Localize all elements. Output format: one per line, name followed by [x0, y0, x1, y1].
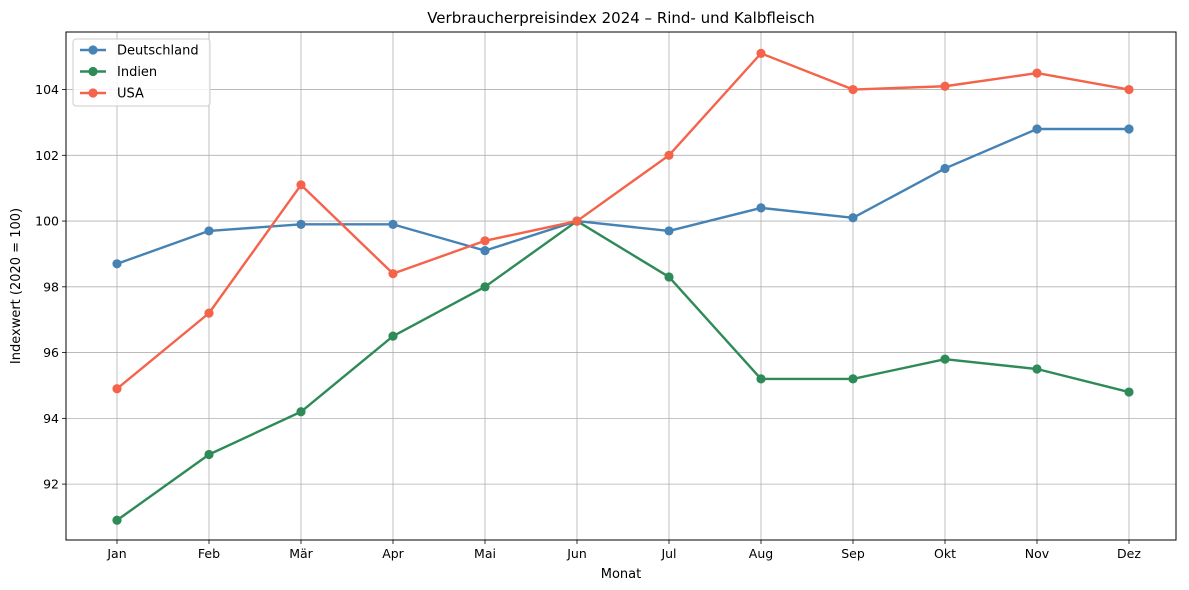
- legend-label-usa: USA: [117, 87, 144, 102]
- data-point-deutschland: [1124, 124, 1134, 134]
- data-point-indien: [756, 374, 766, 384]
- data-point-indien: [296, 407, 306, 417]
- y-tick-label: 96: [43, 345, 59, 360]
- x-tick-label: Dez: [1117, 546, 1141, 561]
- data-point-usa: [572, 216, 582, 226]
- y-tick-label: 98: [43, 279, 59, 294]
- data-point-usa: [756, 48, 766, 58]
- data-point-indien: [848, 374, 858, 384]
- x-tick-label: Sep: [841, 546, 865, 561]
- plot-area: [65, 31, 1177, 541]
- legend-box: [72, 38, 211, 107]
- legend-marker-indien: [88, 66, 98, 77]
- data-point-deutschland: [296, 219, 306, 229]
- legend-marker-usa: [88, 88, 98, 98]
- series-usa: [112, 48, 1134, 394]
- data-point-usa: [1124, 84, 1134, 95]
- data-point-indien: [664, 272, 674, 282]
- data-point-deutschland: [204, 226, 214, 236]
- series-indien: [112, 216, 1134, 525]
- data-point-deutschland: [480, 246, 490, 256]
- data-point-indien: [1032, 364, 1042, 374]
- x-tick-label: Mai: [474, 546, 496, 561]
- data-point-indien: [480, 282, 490, 292]
- y-tick-label: 104: [35, 82, 59, 97]
- x-tick-label: Apr: [382, 546, 404, 561]
- data-point-usa: [940, 81, 950, 91]
- y-tick-label: 94: [43, 411, 59, 426]
- data-point-deutschland: [112, 259, 122, 269]
- data-point-usa: [848, 84, 858, 95]
- chart-title: Verbraucherpreisindex 2024 – Rind- und K…: [427, 9, 815, 27]
- data-point-usa: [388, 269, 398, 279]
- x-tick-label: Jun: [566, 546, 587, 561]
- data-point-usa: [112, 384, 122, 394]
- y-axis-label: Indexwert (2020 = 100): [9, 208, 24, 364]
- y-tick-label: 92: [43, 477, 59, 492]
- series-line-deutschland: [115, 127, 1131, 266]
- data-point-deutschland: [664, 226, 674, 236]
- legend-marker-deutschland: [88, 45, 98, 55]
- data-point-deutschland: [1032, 124, 1042, 134]
- y-axis-ticks: 92 94 96 98 100 102 104: [35, 82, 66, 492]
- data-point-deutschland: [756, 203, 766, 213]
- data-point-indien: [940, 354, 950, 364]
- data-point-usa: [480, 236, 490, 246]
- data-point-usa: [204, 308, 214, 318]
- x-tick-label: Mär: [289, 546, 313, 561]
- series-lines: [112, 48, 1134, 525]
- x-axis-ticks: Jan Feb Mär Apr Mai Jun Jul Aug Sep Okt Nov Dez: [106, 540, 1141, 561]
- legend-label-indien: Indien: [117, 65, 157, 80]
- data-point-deutschland: [388, 219, 398, 229]
- data-point-indien: [112, 515, 122, 525]
- data-point-indien: [388, 331, 398, 341]
- x-tick-label: Jan: [106, 546, 126, 561]
- data-point-usa: [1032, 68, 1042, 78]
- data-point-indien: [1124, 387, 1134, 397]
- legend: Deutschland Indien USA: [72, 38, 211, 107]
- y-tick-label: 100: [35, 214, 59, 229]
- series-line-usa: [115, 52, 1131, 390]
- data-point-usa: [296, 180, 306, 190]
- x-axis-label: Monat: [601, 567, 641, 582]
- series-line-indien: [115, 219, 1131, 522]
- data-point-usa: [664, 150, 674, 160]
- grid: [66, 32, 1176, 540]
- series-deutschland: [112, 124, 1134, 269]
- x-tick-label: Nov: [1025, 546, 1050, 561]
- x-tick-label: Okt: [934, 546, 956, 561]
- data-point-deutschland: [940, 163, 950, 174]
- data-point-indien: [204, 449, 214, 460]
- x-tick-label: Jul: [660, 546, 676, 561]
- y-tick-label: 102: [35, 148, 59, 163]
- legend-label-deutschland: Deutschland: [117, 44, 199, 59]
- x-tick-label: Feb: [198, 546, 220, 561]
- x-tick-label: Aug: [749, 546, 773, 561]
- data-point-deutschland: [848, 213, 858, 223]
